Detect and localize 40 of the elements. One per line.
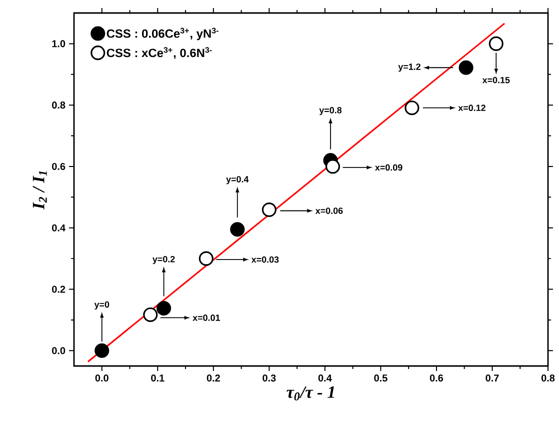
- x-axis-title: τ$_{0}$/τ - 1: [286, 386, 334, 400]
- x-tick-label: 0.0: [95, 374, 108, 382]
- x-tick-label: 0.8: [541, 374, 555, 382]
- x-tick-label: 0.5: [374, 374, 388, 382]
- y-tick-label: 0.8: [52, 102, 66, 109]
- legend-label: CSS : xCe$^{3+}$, 0.6N$^{3-}$: [106, 47, 212, 59]
- point: [262, 202, 276, 218]
- x-tick-label: 0.4: [318, 374, 332, 382]
- annotation: x=0.12: [458, 104, 486, 112]
- point: [404, 100, 420, 116]
- annotation: y=0.4: [226, 176, 249, 184]
- annotation: x=0.03: [251, 256, 279, 263]
- annotation: y=0: [94, 301, 110, 310]
- y-tick-label: 0.0: [52, 347, 66, 354]
- x-tick-label: 0.3: [262, 374, 276, 382]
- annotation: y=0.2: [152, 256, 175, 264]
- y-tick-label: 0.6: [52, 162, 66, 170]
- annotation: x=0.06: [315, 208, 343, 214]
- x-tick-label: 0.7: [486, 374, 499, 382]
- y-tick-label: 0.2: [52, 286, 66, 293]
- point: [198, 251, 214, 266]
- point: [94, 343, 110, 358]
- x-tick-label: 0.6: [430, 374, 444, 382]
- annotation: x=0.09: [375, 164, 402, 171]
- annotation: x=0.01: [192, 314, 220, 321]
- point: [458, 60, 474, 75]
- point: [156, 301, 172, 316]
- point: [230, 222, 245, 237]
- legend-label: CSS : 0.06Ce$^{3+}$, yN$^{3-}$: [106, 28, 218, 40]
- annotation: y=0.8: [319, 107, 342, 116]
- x-tick-label: 0.1: [151, 374, 164, 382]
- point: [325, 159, 340, 174]
- y-tick-label: 1.0: [52, 40, 66, 48]
- x-tick-label: 0.2: [206, 374, 220, 382]
- annotation: y=1.2: [398, 64, 420, 72]
- y-axis-title: I$_{2}$ / I$_{1}$: [32, 171, 47, 210]
- annotation: x=0.15: [482, 76, 510, 84]
- y-tick-label: 0.4: [52, 224, 66, 232]
- point: [143, 307, 158, 322]
- point: [488, 36, 504, 51]
